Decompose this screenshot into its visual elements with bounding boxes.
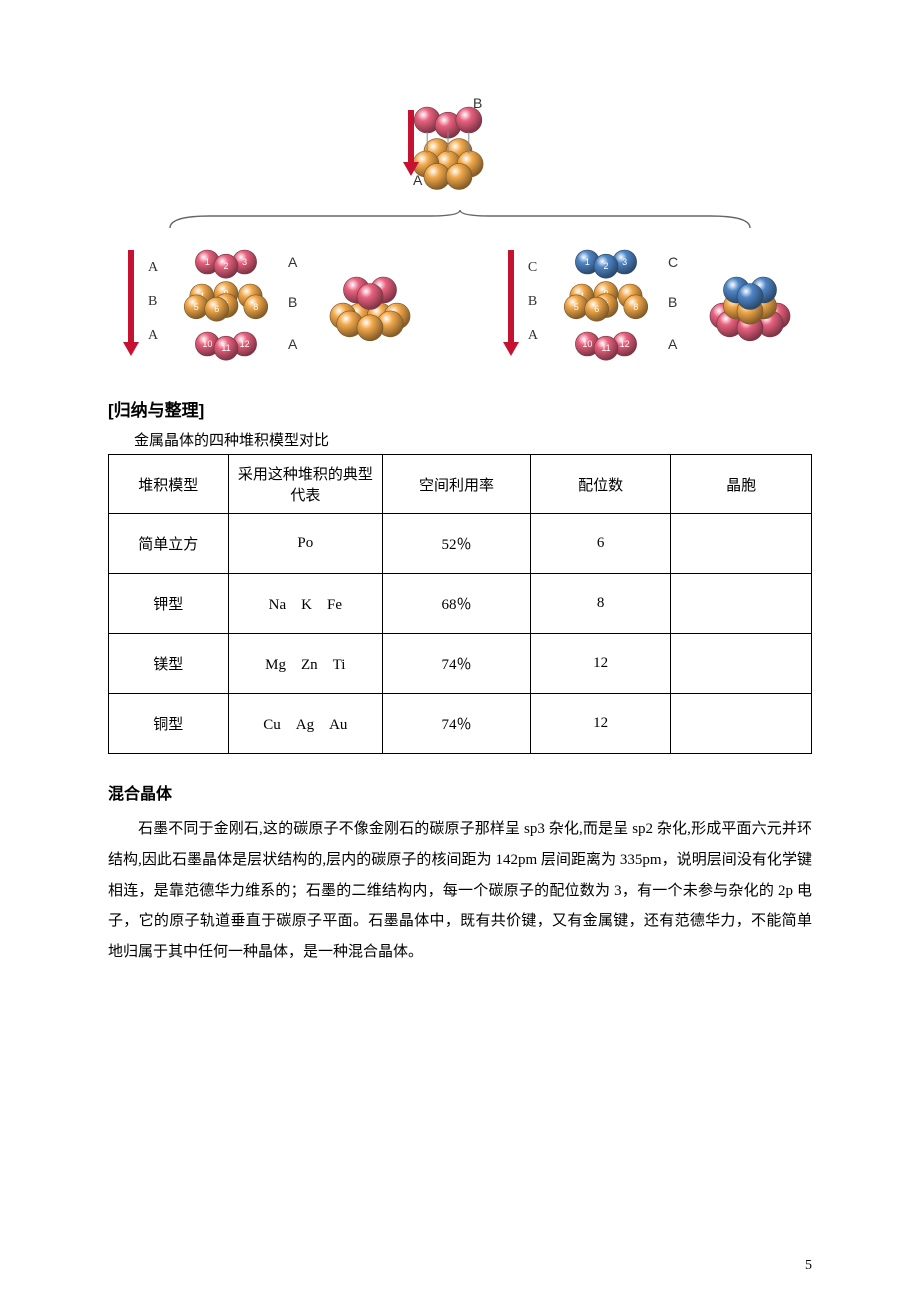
- right-cluster-svg: [700, 252, 800, 352]
- left-block: A B A 132A947586B101211A: [120, 238, 420, 366]
- table-cell: [671, 634, 812, 694]
- layer-label: B: [148, 294, 158, 310]
- svg-text:3: 3: [242, 257, 247, 267]
- section-title: [归纳与整理]: [108, 396, 812, 421]
- table-cell: 铜型: [109, 694, 229, 754]
- table-cell: Po: [228, 514, 383, 574]
- svg-text:6: 6: [594, 304, 599, 314]
- packing-table: 堆积模型 采用这种堆积的典型代表 空间利用率 配位数 晶胞 简单立方Po52％6…: [108, 454, 812, 754]
- table-cell: 镁型: [109, 634, 229, 694]
- left-cluster-svg: [320, 252, 420, 352]
- svg-text:B: B: [288, 294, 297, 310]
- right-arrow-svg: [500, 238, 522, 366]
- layer-label: C: [528, 260, 538, 276]
- table-row: 镁型Mg Zn Ti74％12: [109, 634, 812, 694]
- table-cell: 6: [530, 514, 671, 574]
- svg-text:A: A: [288, 336, 298, 352]
- svg-text:10: 10: [203, 339, 213, 349]
- table-cell: 12: [530, 634, 671, 694]
- table-cell: 12: [530, 694, 671, 754]
- svg-text:11: 11: [221, 343, 230, 353]
- layer-label: A: [148, 260, 158, 276]
- svg-text:10: 10: [582, 339, 592, 349]
- table-cell: 74％: [383, 694, 531, 754]
- table-header-row: 堆积模型 采用这种堆积的典型代表 空间利用率 配位数 晶胞: [109, 455, 812, 514]
- right-block: C B A 132C947586B101211A: [500, 238, 800, 366]
- table-cell: 74％: [383, 634, 531, 694]
- table-cell: Mg Zn Ti: [228, 634, 383, 694]
- svg-text:8: 8: [253, 302, 258, 312]
- table-body: 简单立方Po52％6钾型Na K Fe68％8镁型Mg Zn Ti74％12铜型…: [109, 514, 812, 754]
- col-header: 配位数: [530, 455, 671, 514]
- svg-text:A: A: [413, 172, 423, 188]
- svg-text:1: 1: [585, 257, 590, 267]
- table-cell: 8: [530, 574, 671, 634]
- table-caption: 金属晶体的四种堆积模型对比: [134, 429, 812, 450]
- svg-text:11: 11: [601, 343, 610, 353]
- page-number: 5: [805, 1258, 812, 1274]
- left-arrow-svg: [120, 238, 142, 366]
- svg-text:2: 2: [224, 261, 229, 271]
- table-cell: 钾型: [109, 574, 229, 634]
- top-cluster: BA: [120, 90, 800, 200]
- svg-text:3: 3: [622, 257, 627, 267]
- svg-text:12: 12: [240, 339, 250, 349]
- page: BA A B A 132A947586B101211A C: [0, 0, 920, 1302]
- right-stack-svg: 132C947586B101211A: [544, 238, 694, 366]
- svg-text:5: 5: [574, 302, 579, 312]
- svg-text:12: 12: [620, 339, 630, 349]
- table-cell: Cu Ag Au: [228, 694, 383, 754]
- packing-diagram: BA A B A 132A947586B101211A C: [120, 90, 800, 366]
- col-header: 采用这种堆积的典型代表: [228, 455, 383, 514]
- table-cell: 68％: [383, 574, 531, 634]
- brace-svg: [150, 208, 770, 232]
- svg-text:2: 2: [603, 261, 608, 271]
- svg-text:C: C: [668, 254, 678, 270]
- svg-text:B: B: [473, 95, 482, 111]
- table-cell: Na K Fe: [228, 574, 383, 634]
- left-side-labels: A B A: [148, 260, 158, 344]
- svg-text:8: 8: [633, 302, 638, 312]
- table-cell: 简单立方: [109, 514, 229, 574]
- svg-text:B: B: [668, 294, 677, 310]
- col-header: 堆积模型: [109, 455, 229, 514]
- table-cell: 52％: [383, 514, 531, 574]
- table-cell: [671, 574, 812, 634]
- col-header: 晶胞: [671, 455, 812, 514]
- svg-text:5: 5: [194, 302, 199, 312]
- table-row: 钾型Na K Fe68％8: [109, 574, 812, 634]
- table-cell: [671, 514, 812, 574]
- mixed-paragraph: 石墨不同于金刚石,这的碳原子不像金刚石的碳原子那样呈 sp3 杂化,而是呈 sp…: [108, 814, 812, 968]
- table-row: 简单立方Po52％6: [109, 514, 812, 574]
- left-stack-svg: 132A947586B101211A: [164, 238, 314, 366]
- layer-label: A: [148, 328, 158, 344]
- table-row: 铜型Cu Ag Au74％12: [109, 694, 812, 754]
- layer-label: A: [528, 328, 538, 344]
- table-cell: [671, 694, 812, 754]
- top-cluster-svg: BA: [375, 90, 545, 200]
- col-header: 空间利用率: [383, 455, 531, 514]
- mixed-heading: 混合晶体: [108, 780, 812, 804]
- layer-label: B: [528, 294, 538, 310]
- svg-text:1: 1: [205, 257, 210, 267]
- bottom-clusters: A B A 132A947586B101211A C B A 132C94758…: [120, 238, 800, 366]
- brace: [120, 208, 800, 232]
- right-side-labels: C B A: [528, 260, 538, 344]
- svg-text:A: A: [668, 336, 678, 352]
- svg-text:A: A: [288, 254, 298, 270]
- svg-text:6: 6: [214, 304, 219, 314]
